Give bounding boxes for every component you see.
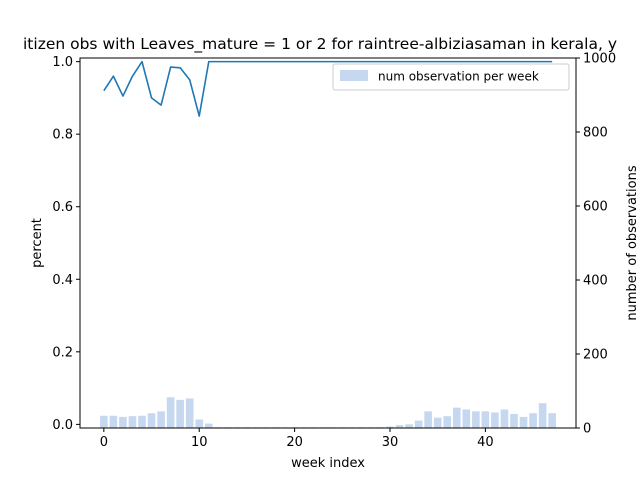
bar [500, 409, 509, 428]
legend: num observation per week [332, 63, 570, 91]
bar [510, 413, 518, 428]
bar [185, 398, 194, 428]
x-tick-label: 30 [382, 435, 399, 450]
bar [147, 413, 156, 428]
bar [405, 424, 413, 428]
bar [519, 416, 528, 428]
legend-label: num observation per week [378, 70, 539, 84]
axis-ticks: 0 10 20 30 40 0.0 0.2 0.4 0.6 0.8 1.0 0 200 400 600 800… [52, 52, 616, 451]
y-right-tick-label: 0 [583, 422, 591, 437]
y-right-tick-label: 600 [583, 200, 608, 215]
bar [109, 415, 118, 428]
bar [481, 411, 490, 428]
y-left-tick-label: 0.4 [52, 273, 73, 288]
plot-frame [79, 57, 577, 429]
bar [157, 411, 165, 428]
legend-box [332, 63, 570, 91]
y-left-tick-label: 0.6 [52, 200, 73, 215]
y-right-tick-label: 400 [583, 274, 608, 289]
line-series [103, 60, 553, 117]
percent-line [103, 60, 553, 117]
bar [462, 409, 471, 428]
y-left-tick-label: 0.8 [52, 128, 73, 143]
y-left-tick-label: 0.0 [52, 418, 73, 433]
bar [472, 411, 480, 428]
y-axis-left-label: percent [30, 218, 45, 268]
bar [386, 426, 394, 428]
y-right-tick-label: 800 [583, 126, 608, 141]
bar [176, 399, 184, 428]
bar [100, 415, 108, 428]
bar [166, 397, 175, 428]
bar [128, 416, 137, 428]
x-tick-label: 10 [191, 435, 208, 450]
bar [414, 420, 423, 428]
x-tick-label: 20 [286, 435, 303, 450]
bar [433, 417, 442, 428]
y-right-tick-label: 200 [583, 348, 608, 363]
bar [443, 416, 452, 428]
bar [538, 403, 547, 428]
bar [548, 413, 556, 428]
y-left-tick-label: 0.2 [52, 345, 73, 360]
bar [204, 423, 213, 428]
y-axis-right-label: number of observations [625, 165, 640, 320]
x-tick-label: 0 [100, 435, 108, 450]
bar [452, 407, 461, 428]
chart-title: itizen obs with Leaves_mature = 1 or 2 f… [23, 35, 617, 54]
bar [529, 413, 537, 428]
bar [395, 425, 404, 428]
legend-swatch [340, 70, 368, 81]
bar [138, 415, 146, 428]
bar [491, 412, 499, 428]
bar [119, 416, 127, 428]
bar [424, 411, 432, 428]
y-right-tick-label: 1000 [583, 52, 616, 67]
x-axis-label: week index [291, 456, 365, 471]
y-left-tick-label: 1.0 [52, 55, 73, 70]
bar [195, 419, 204, 428]
x-tick-label: 40 [477, 435, 494, 450]
